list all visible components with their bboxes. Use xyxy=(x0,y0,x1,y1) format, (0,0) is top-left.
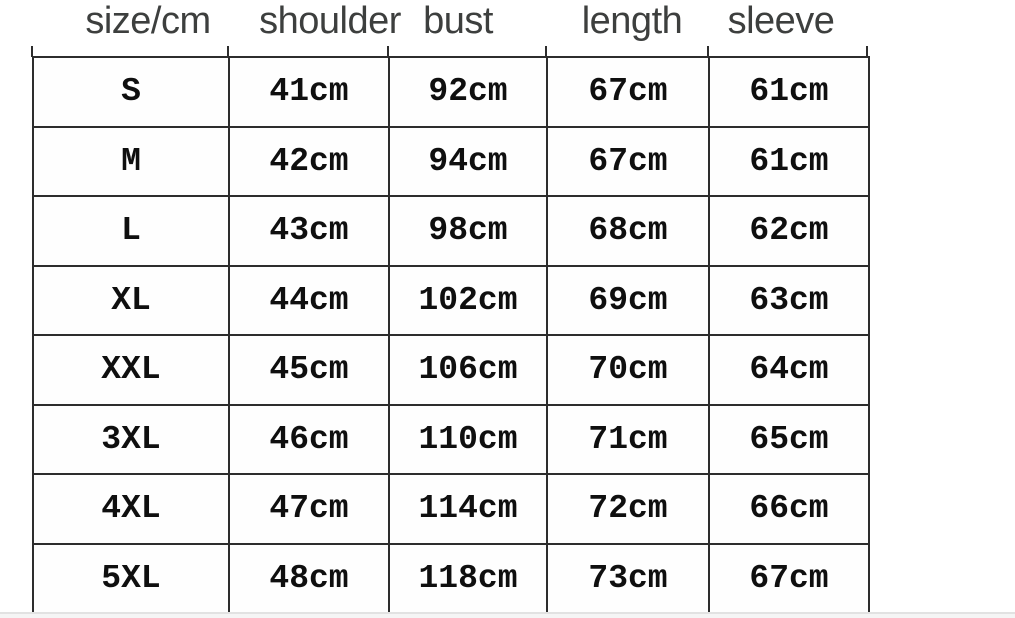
shoulder-cell: 45cm xyxy=(228,334,390,406)
sleeve-cell: 62cm xyxy=(708,195,870,267)
column-tick xyxy=(387,46,389,57)
size-cell: XXL xyxy=(32,334,230,406)
bust-cell: 92cm xyxy=(388,56,548,128)
table-row: 3XL 46cm 110cm 71cm 65cm xyxy=(32,403,870,475)
header-label-sleeve: sleeve xyxy=(727,0,835,42)
size-cell: S xyxy=(32,56,230,128)
length-cell: 72cm xyxy=(546,473,710,545)
column-tick xyxy=(227,46,229,57)
bust-cell: 118cm xyxy=(388,542,548,614)
bust-cell: 110cm xyxy=(388,403,548,475)
bust-cell: 102cm xyxy=(388,264,548,336)
length-cell: 68cm xyxy=(546,195,710,267)
size-cell: M xyxy=(32,125,230,197)
length-cell: 73cm xyxy=(546,542,710,614)
sleeve-cell: 61cm xyxy=(708,125,870,197)
size-cell: 5XL xyxy=(32,542,230,614)
table-row: S 41cm 92cm 67cm 61cm xyxy=(32,56,870,128)
column-tick xyxy=(31,46,33,57)
bust-cell: 94cm xyxy=(388,125,548,197)
length-cell: 69cm xyxy=(546,264,710,336)
bust-cell: 114cm xyxy=(388,473,548,545)
bust-cell: 106cm xyxy=(388,334,548,406)
bottom-band xyxy=(0,614,1015,618)
length-cell: 67cm xyxy=(546,56,710,128)
header-label-bust: bust xyxy=(423,0,493,42)
table-row: XL 44cm 102cm 69cm 63cm xyxy=(32,264,870,336)
shoulder-cell: 41cm xyxy=(228,56,390,128)
length-cell: 71cm xyxy=(546,403,710,475)
shoulder-cell: 47cm xyxy=(228,473,390,545)
sleeve-cell: 61cm xyxy=(708,56,870,128)
shoulder-cell: 48cm xyxy=(228,542,390,614)
length-cell: 70cm xyxy=(546,334,710,406)
size-cell: 3XL xyxy=(32,403,230,475)
sleeve-cell: 67cm xyxy=(708,542,870,614)
size-chart-table: S 41cm 92cm 67cm 61cm M 42cm 94cm 67cm 6… xyxy=(32,56,870,614)
shoulder-cell: 46cm xyxy=(228,403,390,475)
bust-cell: 98cm xyxy=(388,195,548,267)
table-row: M 42cm 94cm 67cm 61cm xyxy=(32,125,870,197)
sleeve-cell: 64cm xyxy=(708,334,870,406)
column-tick xyxy=(866,46,868,57)
length-cell: 67cm xyxy=(546,125,710,197)
shoulder-cell: 44cm xyxy=(228,264,390,336)
sleeve-cell: 63cm xyxy=(708,264,870,336)
bottom-divider xyxy=(0,612,1015,614)
sleeve-cell: 66cm xyxy=(708,473,870,545)
size-cell: 4XL xyxy=(32,473,230,545)
table-row: XXL 45cm 106cm 70cm 64cm xyxy=(32,334,870,406)
table-row: 4XL 47cm 114cm 72cm 66cm xyxy=(32,473,870,545)
shoulder-cell: 43cm xyxy=(228,195,390,267)
header-label-shoulder: shoulder xyxy=(259,0,401,42)
sleeve-cell: 65cm xyxy=(708,403,870,475)
size-cell: L xyxy=(32,195,230,267)
header-label-length: length xyxy=(581,0,683,42)
size-cell: XL xyxy=(32,264,230,336)
column-tick xyxy=(545,46,547,57)
header-label-size: size/cm xyxy=(85,0,211,42)
table-row: 5XL 48cm 118cm 73cm 67cm xyxy=(32,542,870,614)
shoulder-cell: 42cm xyxy=(228,125,390,197)
column-tick xyxy=(707,46,709,57)
table-row: L 43cm 98cm 68cm 62cm xyxy=(32,195,870,267)
